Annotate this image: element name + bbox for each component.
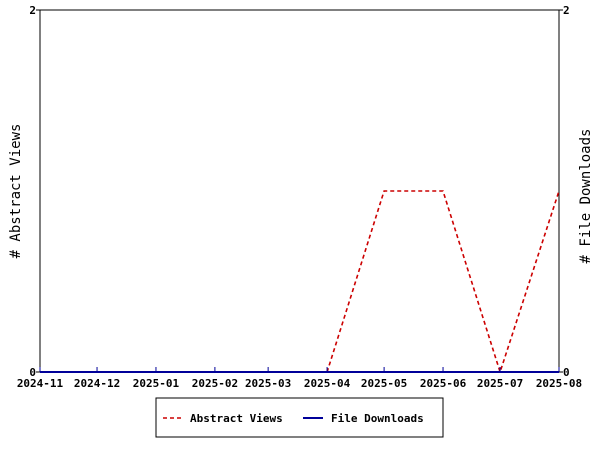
y-right-tick-label: 0: [563, 366, 570, 379]
legend-label-abstract-views: Abstract Views: [190, 412, 283, 425]
y-right-tick-label: 2: [563, 4, 570, 17]
legend: Abstract Views File Downloads: [155, 397, 444, 438]
x-tick-label: 2025-05: [361, 377, 407, 390]
legend-box: [155, 397, 444, 438]
y-axis-right-title: # File Downloads: [578, 129, 594, 264]
plot-area: [39, 9, 560, 373]
y-left-tick-label: 0: [29, 366, 36, 379]
x-tick-label: 2025-01: [133, 377, 180, 390]
y-left-tick-label: 2: [29, 4, 36, 17]
x-tick-label: 2025-06: [420, 377, 467, 390]
x-tick-label: 2025-07: [477, 377, 523, 390]
series-layer: [40, 190, 560, 375]
x-tick-label: 2025-02: [192, 377, 238, 390]
x-tick-label: 2025-04: [304, 377, 351, 390]
x-tick-label: 2025-03: [245, 377, 291, 390]
x-tick-label: 2024-12: [74, 377, 120, 390]
x-tick-label: 2025-08: [536, 377, 582, 390]
plot-frame: [39, 9, 560, 373]
x-tick-label: 2024-11: [17, 377, 64, 390]
axes-layer: 2024-11 2024-12 2025-01 2025-02 2025-03 2025-…: [17, 4, 582, 390]
y-axis-left-title: # Abstract Views: [8, 124, 24, 259]
legend-label-file-downloads: File Downloads: [331, 412, 424, 425]
